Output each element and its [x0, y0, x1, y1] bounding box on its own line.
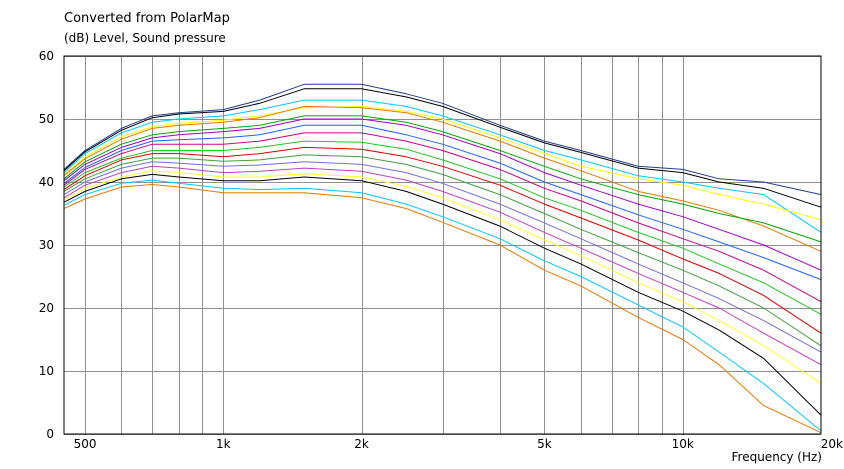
series-line-17: [63, 179, 822, 432]
x-axis-label: Frequency (Hz): [731, 450, 823, 464]
chart-title: Converted from PolarMap: [64, 11, 230, 26]
y-tick-label: 40: [39, 175, 54, 189]
x-tick-labels: 500 1k 2k 5k 10k 20k: [74, 437, 843, 451]
y-tick-label: 20: [39, 301, 54, 315]
series-line-15: [63, 170, 822, 385]
series-line-2: [63, 88, 822, 208]
y-tick-label: 30: [39, 238, 54, 252]
series-line-13: [63, 161, 822, 353]
series-line-14: [63, 165, 822, 366]
y-tick-label: 0: [46, 427, 54, 441]
series-line-7: [63, 118, 822, 271]
series-line-16: [63, 173, 822, 416]
series-line-3: [63, 99, 822, 233]
x-tick-label: 10k: [672, 437, 694, 451]
series-line-5: [63, 105, 822, 252]
series-line-1: [63, 83, 822, 196]
y-tick-label: 50: [39, 112, 54, 126]
y-tick-labels: 0 10 20 30 40 50 60: [39, 49, 54, 441]
y-tick-label: 10: [39, 364, 54, 378]
x-tick-label: 500: [74, 437, 97, 451]
plot-frame: [63, 55, 822, 435]
x-tick-label: 20k: [821, 437, 843, 451]
x-tick-label: 1k: [216, 437, 231, 451]
x-tick-label: 2k: [354, 437, 369, 451]
series-line-6: [63, 115, 822, 243]
x-tick-label: 5k: [537, 437, 552, 451]
series-line-12: [63, 154, 822, 347]
series-line-11: [63, 146, 822, 334]
series-line-10: [63, 140, 822, 315]
series-line-4: [63, 105, 822, 221]
series-line-8: [63, 124, 822, 281]
curves: [63, 83, 822, 434]
y-tick-label: 60: [39, 49, 54, 63]
series-line-18: [63, 184, 822, 434]
series-line-9: [63, 132, 822, 303]
y-axis-label: (dB) Level, Sound pressure: [64, 31, 226, 45]
